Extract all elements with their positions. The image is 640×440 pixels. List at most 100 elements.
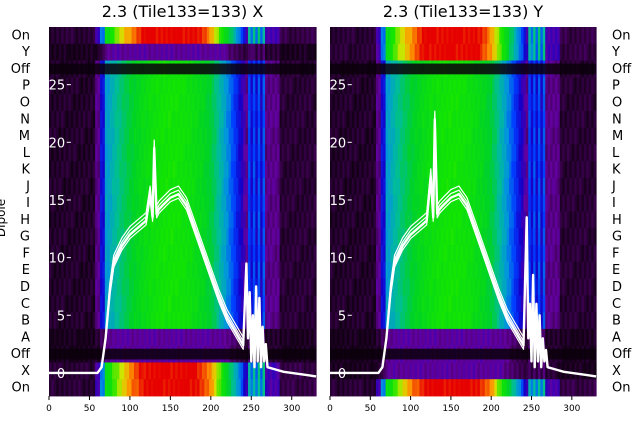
- heatmap-row: [330, 94, 597, 112]
- row-label-left: L: [23, 146, 31, 161]
- heatmap-row: [49, 362, 317, 380]
- row-label-left: On: [12, 28, 30, 43]
- heatmap-row: [49, 43, 317, 61]
- xtick-label: 0: [46, 404, 52, 414]
- overlay-ytick-label: 10: [49, 252, 66, 267]
- row-label-left: Off: [11, 62, 31, 77]
- row-label-right: F: [612, 246, 619, 261]
- xtick-label: 250: [523, 404, 540, 414]
- xtick-label: 50: [365, 404, 377, 414]
- row-label-right: H: [612, 213, 622, 228]
- row-label-left: Off: [11, 347, 31, 362]
- heatmap-row: [49, 144, 317, 162]
- overlay-ytick-label: 20: [49, 136, 66, 151]
- heatmap-row: [49, 127, 317, 145]
- off-stripe: [49, 348, 316, 360]
- heatmap-row: [49, 278, 317, 296]
- row-label-right: K: [612, 163, 621, 178]
- overlay-ytick-label: 0: [57, 367, 65, 382]
- heatmap-row: [330, 144, 597, 162]
- overlay-ytick-label: 10: [330, 252, 347, 267]
- row-label-right: N: [612, 112, 622, 127]
- row-label-left: H: [20, 213, 30, 228]
- row-label-left: F: [23, 246, 30, 261]
- row-label-right: Off: [612, 347, 632, 362]
- overlay-ytick-label: 0: [338, 367, 346, 382]
- row-label-left: G: [20, 230, 30, 245]
- heatmap-row: [49, 211, 317, 229]
- heatmap-row: [330, 362, 597, 380]
- heatmap-row: [49, 161, 317, 179]
- heatmap-row: [49, 245, 317, 263]
- row-label-left: B: [21, 314, 30, 329]
- row-label-right: I: [612, 196, 616, 211]
- row-label-left: P: [22, 79, 30, 94]
- heatmap-row: [49, 379, 317, 397]
- xtick-label: 50: [84, 404, 96, 414]
- heatmap-row: [330, 161, 597, 179]
- row-label-right: O: [612, 95, 622, 110]
- row-label-left: Y: [21, 45, 30, 60]
- row-label-right: B: [612, 314, 621, 329]
- row-label-right: X: [612, 364, 621, 379]
- row-label-left: M: [19, 129, 30, 144]
- row-label-right: On: [612, 28, 630, 43]
- row-label-left: A: [21, 330, 30, 345]
- row-label-right: M: [612, 129, 623, 144]
- heatmap-row: [49, 177, 317, 196]
- overlay-ytick-label: 25: [330, 79, 347, 94]
- heatmap-row: [330, 43, 597, 61]
- xtick-label: 300: [563, 404, 580, 414]
- heatmap-row: [330, 127, 597, 145]
- heatmap-row: [49, 312, 317, 330]
- panel-title: 2.3 (Tile133=133) X: [102, 2, 264, 21]
- off-stripe: [330, 63, 596, 75]
- xtick-label: 200: [202, 404, 219, 414]
- overlay-ytick-label: 20: [330, 136, 347, 151]
- row-label-left: K: [21, 163, 30, 178]
- heatmap-row: [330, 278, 597, 296]
- row-label-right: C: [612, 297, 621, 312]
- overlay-ytick-label: 25: [49, 79, 66, 94]
- heatmap-row: [330, 328, 597, 347]
- row-label-right: Y: [611, 45, 620, 60]
- overlay-ytick-label: 15: [49, 194, 66, 209]
- heatmap-row: [49, 328, 317, 347]
- xtick-label: 250: [243, 404, 260, 414]
- heatmap-row: [330, 77, 597, 95]
- xtick-label: 0: [327, 404, 333, 414]
- heatmap-row: [330, 261, 597, 279]
- row-label-right: A: [612, 330, 621, 345]
- heatmap-row: [330, 228, 597, 246]
- row-label-left: N: [20, 112, 30, 127]
- heatmap-row: [49, 295, 317, 313]
- heatmap-row: [330, 211, 597, 229]
- panel-title: 2.3 (Tile133=133) Y: [383, 2, 544, 21]
- off-stripe: [49, 63, 316, 75]
- row-label-right: P: [612, 79, 620, 94]
- heatmap-row: [49, 77, 317, 95]
- row-label-right: L: [612, 146, 620, 161]
- row-label-right: On: [612, 381, 630, 396]
- row-label-left: J: [25, 179, 30, 194]
- row-label-right: G: [612, 230, 622, 245]
- row-label-left: On: [12, 381, 30, 396]
- heatmap-row: [49, 261, 317, 279]
- heatmap-row: [330, 245, 597, 263]
- heatmap-row: [330, 295, 597, 313]
- overlay-series-line: [49, 139, 317, 377]
- row-axis-label: Dipole: [0, 199, 8, 237]
- heatmap-row: [330, 27, 597, 45]
- heatmap-row: [330, 312, 597, 330]
- row-label-left: D: [20, 280, 30, 295]
- row-label-left: X: [21, 364, 30, 379]
- overlay-series-line: [330, 110, 597, 377]
- xtick-label: 150: [162, 404, 179, 414]
- xtick-label: 100: [402, 404, 419, 414]
- heatmap-row: [49, 27, 317, 45]
- heatmap-row: [330, 177, 597, 196]
